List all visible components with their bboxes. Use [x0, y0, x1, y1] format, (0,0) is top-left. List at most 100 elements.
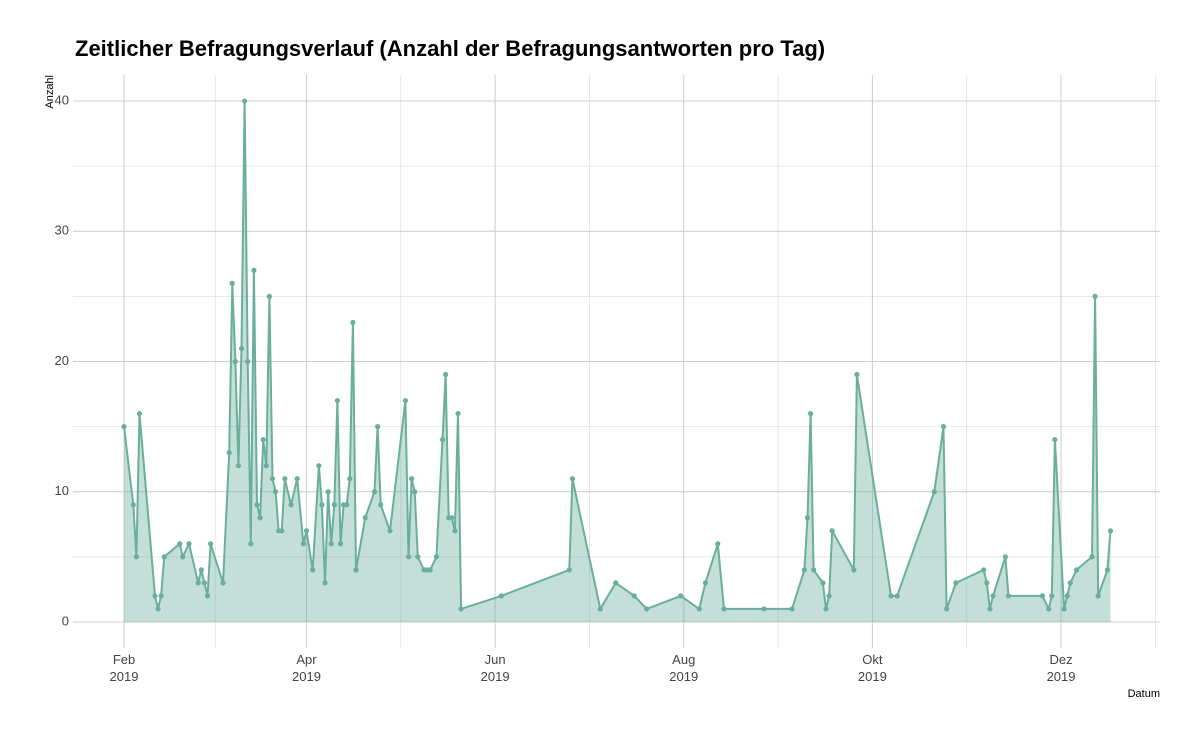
point	[248, 541, 254, 547]
point	[597, 606, 603, 612]
point	[158, 593, 164, 599]
point	[316, 463, 322, 469]
point	[443, 371, 449, 378]
point	[371, 489, 378, 495]
point	[198, 567, 204, 573]
point	[303, 528, 310, 534]
point	[854, 371, 860, 378]
point	[1052, 437, 1058, 443]
point	[331, 502, 337, 508]
point	[888, 593, 894, 599]
point	[402, 397, 409, 404]
point	[569, 476, 576, 482]
point	[204, 593, 211, 599]
point	[1104, 567, 1111, 573]
point	[405, 554, 412, 560]
point	[990, 593, 996, 599]
x-axis-label: Datum	[1128, 688, 1160, 700]
chart-title: Zeitlicher Befragungsverlauf (Anzahl der…	[75, 36, 825, 61]
point	[294, 476, 300, 482]
point	[953, 580, 959, 586]
point	[702, 580, 709, 586]
x-tick-label: Aug 2019	[669, 652, 699, 684]
point	[894, 593, 900, 599]
point	[455, 410, 461, 417]
point	[458, 606, 464, 612]
point	[944, 606, 950, 612]
point	[801, 567, 807, 573]
point	[1064, 593, 1070, 599]
y-axis-label: Anzahl	[44, 75, 56, 109]
point	[820, 580, 826, 586]
point	[242, 98, 248, 104]
point	[325, 489, 331, 495]
point	[378, 502, 384, 508]
point	[696, 606, 702, 612]
point	[761, 606, 767, 612]
point	[328, 541, 334, 547]
point	[715, 541, 721, 547]
point	[334, 397, 341, 404]
point	[254, 502, 260, 508]
point	[232, 358, 238, 365]
point	[344, 502, 350, 508]
point	[133, 554, 139, 560]
point	[1107, 528, 1114, 534]
point	[130, 502, 136, 508]
point	[288, 502, 294, 508]
y-tick-label: 10	[55, 483, 69, 498]
point	[180, 554, 186, 560]
point	[121, 424, 127, 430]
point	[1089, 554, 1095, 560]
x-tick-label: Jun 2019	[480, 652, 510, 684]
point	[266, 293, 272, 299]
point	[823, 606, 829, 612]
point	[1061, 606, 1067, 612]
point	[804, 515, 811, 521]
point	[300, 541, 306, 547]
point	[322, 580, 328, 586]
point	[152, 593, 158, 599]
point	[155, 606, 161, 612]
y-tick-label: 0	[62, 613, 69, 628]
area	[124, 101, 1111, 622]
line	[123, 100, 1112, 612]
y-tick-label: 20	[55, 353, 69, 368]
point	[257, 515, 263, 521]
point	[220, 580, 226, 586]
point	[387, 528, 393, 534]
point	[678, 593, 684, 599]
point	[807, 410, 814, 417]
point	[201, 580, 208, 586]
point	[1046, 606, 1052, 612]
point	[272, 489, 279, 495]
point	[1002, 554, 1008, 560]
point	[337, 541, 344, 547]
point	[851, 567, 857, 573]
point	[811, 567, 817, 573]
point	[177, 541, 183, 547]
point	[251, 267, 257, 273]
point	[931, 489, 937, 495]
point	[498, 593, 504, 599]
x-tick-label: Okt 2019	[857, 652, 887, 684]
point	[350, 319, 356, 326]
y-tick-label: 30	[55, 223, 69, 238]
point	[940, 424, 947, 430]
point	[347, 476, 353, 482]
point	[1095, 593, 1101, 599]
point	[1067, 580, 1073, 586]
point	[375, 424, 381, 430]
point	[439, 437, 446, 443]
x-tick-label: Apr 2019	[292, 652, 321, 684]
point	[235, 463, 242, 469]
point	[208, 541, 214, 547]
point	[362, 515, 368, 521]
point	[186, 541, 192, 547]
point	[433, 554, 439, 560]
point	[245, 358, 251, 365]
point	[829, 528, 835, 534]
point	[409, 476, 415, 482]
point	[826, 593, 832, 599]
